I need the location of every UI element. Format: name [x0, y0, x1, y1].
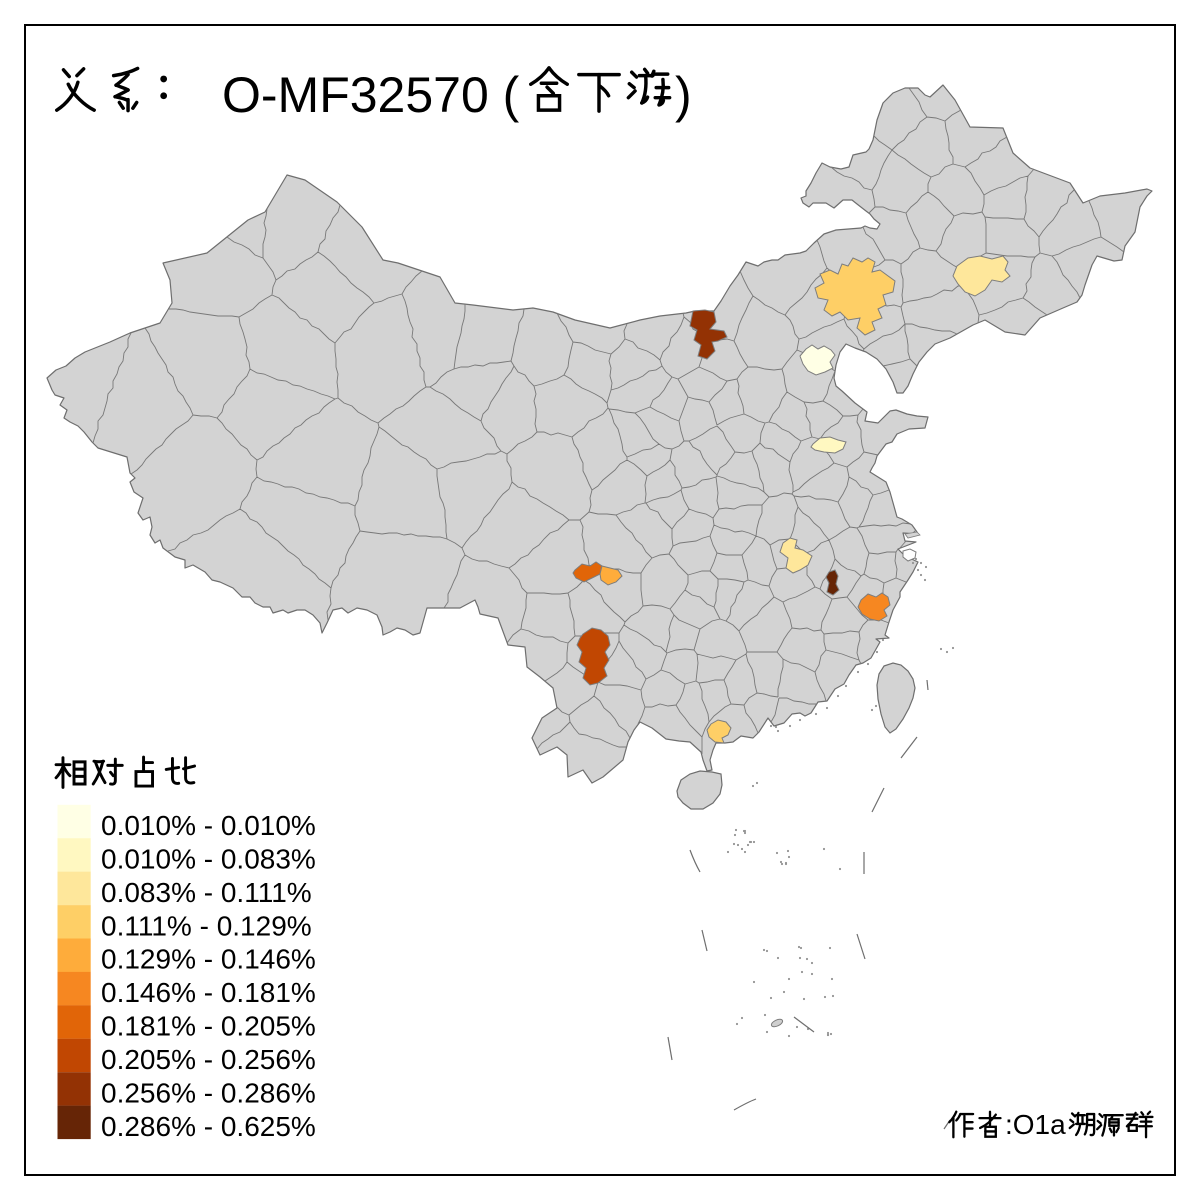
svg-text:0.010% - 0.083%: 0.010% - 0.083% [101, 843, 316, 874]
svg-text:0.286% - 0.625%: 0.286% - 0.625% [101, 1111, 316, 1142]
svg-text:0.111% - 0.129%: 0.111% - 0.129% [101, 910, 312, 941]
svg-text::O1a: :O1a [1005, 1109, 1066, 1140]
svg-text:0.129% - 0.146%: 0.129% - 0.146% [101, 944, 316, 975]
svg-text:0.205% - 0.256%: 0.205% - 0.256% [101, 1044, 316, 1075]
svg-text:): ) [675, 67, 692, 123]
svg-text:0.010% - 0.010%: 0.010% - 0.010% [101, 810, 316, 841]
svg-text:0.083% - 0.111%: 0.083% - 0.111% [101, 877, 312, 908]
svg-text:0.256% - 0.286%: 0.256% - 0.286% [101, 1077, 316, 1108]
svg-text:0.146% - 0.181%: 0.146% - 0.181% [101, 977, 316, 1008]
svg-text:O-MF32570 (: O-MF32570 ( [222, 67, 520, 123]
svg-text:0.181% - 0.205%: 0.181% - 0.205% [101, 1011, 316, 1042]
